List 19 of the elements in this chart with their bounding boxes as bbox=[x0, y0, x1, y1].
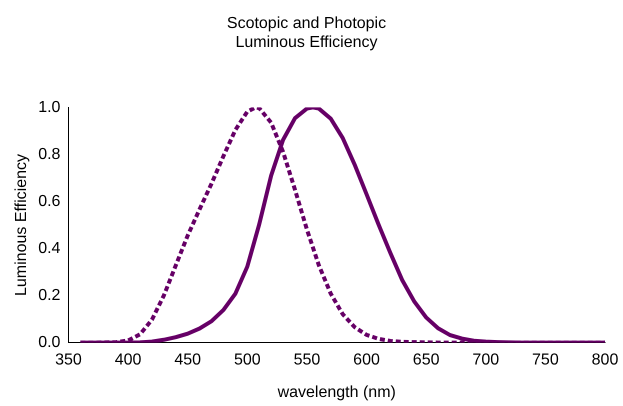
x-tick-label: 400 bbox=[114, 352, 142, 369]
x-tick-label: 500 bbox=[234, 352, 261, 369]
y-axis-title: Luminous Efficiency bbox=[13, 154, 30, 296]
y-tick-label: 0.0 bbox=[38, 334, 61, 352]
chart-title: Scotopic and Photopic Luminous Efficiency bbox=[226, 15, 386, 52]
y-tick-label: 0.4 bbox=[38, 240, 61, 257]
x-tick-label: 700 bbox=[472, 352, 500, 369]
x-tick-label: 650 bbox=[412, 352, 440, 369]
x-tick-label: 800 bbox=[592, 352, 618, 369]
x-tick-label: 750 bbox=[532, 352, 559, 369]
x-tick-label: 600 bbox=[353, 352, 380, 369]
y-tick-label: 0.2 bbox=[38, 286, 61, 304]
y-tick-label: 0.8 bbox=[38, 146, 61, 163]
x-axis-title: wavelength (nm) bbox=[276, 384, 396, 401]
x-tick-label: 550 bbox=[294, 352, 320, 369]
y-tick-label: 0.6 bbox=[38, 192, 61, 210]
x-tick-label: 450 bbox=[174, 352, 202, 369]
y-tick-label: 1.0 bbox=[38, 98, 61, 116]
x-tick-label: 350 bbox=[55, 352, 82, 369]
